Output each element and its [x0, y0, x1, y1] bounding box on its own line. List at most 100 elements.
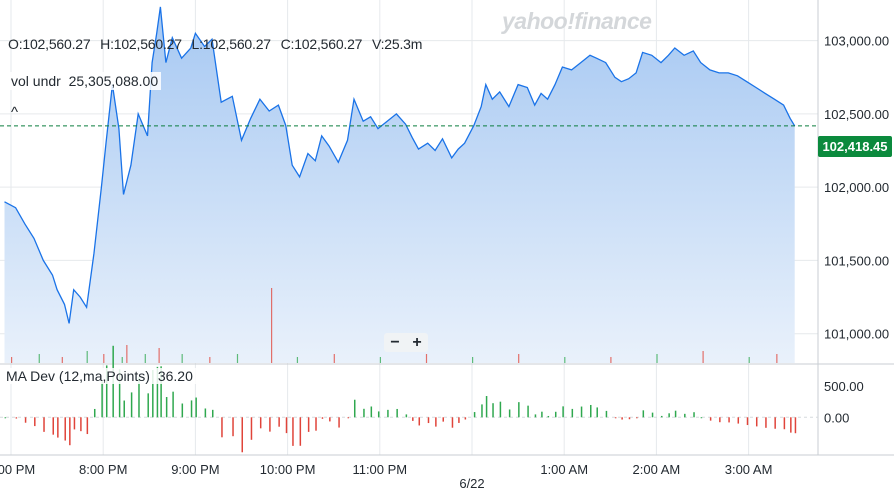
volume-bar: [518, 354, 520, 363]
indicator-bar: [172, 391, 174, 418]
indicator-bar: [15, 417, 18, 419]
indicator-bar: [338, 417, 340, 428]
indicator-bar: [43, 417, 45, 432]
indicator-bar: [534, 414, 537, 418]
indicator-bar: [299, 417, 302, 446]
indicator-bar: [684, 413, 686, 418]
indicator-bar: [4, 417, 7, 419]
indicator-bar: [571, 408, 574, 418]
volume-bar: [425, 354, 428, 363]
indicator-bar: [508, 409, 511, 418]
indicator-bar: [719, 417, 721, 423]
zoom-in-button[interactable]: +: [412, 334, 422, 351]
indicator-bar: [69, 417, 71, 446]
volume-bar: [86, 351, 88, 363]
zoom-out-button[interactable]: −: [390, 334, 400, 351]
indicator-bar: [547, 415, 550, 418]
price-area: [4, 6, 795, 364]
volume-legend: vol undr 25,305,088.00: [8, 72, 162, 90]
indicator-bar: [693, 412, 695, 418]
x-tick-label: 2:00 AM: [633, 462, 681, 477]
indicator-bar: [562, 406, 564, 418]
indicator-bar: [34, 417, 36, 427]
volume-bar: [181, 354, 183, 363]
indicator-bar: [147, 393, 149, 418]
indicator-legend: MA Dev (12,ma,Points) 36.20: [4, 368, 199, 384]
indicator-bar: [160, 366, 162, 418]
indicator-bar: [24, 417, 27, 423]
indicator-bar: [347, 417, 350, 419]
volume-bar: [209, 357, 211, 363]
indicator-bar: [590, 404, 592, 418]
indicator-bar: [605, 410, 608, 418]
x-tick-label: 3:00 AM: [725, 462, 773, 477]
y-tick-label: 101,500.00: [824, 253, 889, 268]
indicator-bar: [418, 417, 421, 426]
indicator-bar: [458, 417, 460, 423]
indicator-bar: [737, 417, 740, 424]
indicator-bar: [123, 400, 125, 418]
x-tick-label: 8:00 PM: [79, 462, 127, 477]
x-date-label: 6/22: [459, 476, 484, 491]
indicator-bar: [195, 397, 197, 418]
x-tick-label: 11:00 PM: [352, 462, 407, 477]
volume-bar: [748, 357, 750, 363]
indicator-bar: [755, 417, 758, 427]
volume-bar: [271, 288, 273, 363]
open-value: O:102,560.27: [8, 36, 91, 52]
volume-bar: [11, 357, 13, 363]
volume-bar: [379, 357, 381, 363]
indicator-bar: [464, 417, 467, 420]
x-tick-label: 9:00 PM: [171, 462, 219, 477]
volume-bar: [564, 357, 566, 363]
indicator-bar: [541, 411, 543, 418]
volume-bar: [61, 357, 63, 363]
indicator-bar: [674, 410, 677, 418]
x-tick-label: 10:00 PM: [260, 462, 316, 477]
indicator-bar: [527, 405, 529, 418]
indicator-bar: [765, 417, 767, 428]
indicator-tick-label: 500.00: [824, 379, 864, 394]
y-tick-label: 102,500.00: [824, 107, 889, 122]
y-tick-label: 102,000.00: [824, 180, 889, 195]
yahoo-finance-logo: yahoo!finance: [502, 8, 652, 34]
volume-bar: [656, 354, 658, 363]
indicator-bar: [728, 417, 730, 423]
indicator-bar: [93, 408, 96, 418]
volume-bar: [236, 354, 239, 363]
indicator-bar: [204, 408, 207, 418]
indicator-bar: [642, 410, 645, 418]
indicator-bar: [709, 417, 712, 421]
indicator-bar: [651, 412, 654, 418]
indicator-bar: [285, 417, 288, 434]
indicator-label: MA Dev (12,ma,Points): [6, 368, 150, 384]
indicator-bar: [57, 417, 59, 438]
indicator-bar: [412, 417, 414, 421]
indicator-bar: [442, 417, 444, 422]
indicator-bar: [259, 417, 262, 429]
indicator-bar: [485, 396, 488, 418]
zoom-controls: − +: [384, 333, 428, 352]
volume-number: 25,305,088.00: [68, 73, 159, 89]
collapse-legend-chevron-up-icon[interactable]: ^: [11, 104, 19, 121]
indicator-bar: [101, 381, 103, 418]
indicator-value: 36.20: [157, 368, 193, 384]
indicator-bar: [138, 377, 140, 418]
last-price-tag: 102,418.45: [818, 136, 892, 157]
price-line: [4, 6, 796, 324]
indicator-bar: [315, 417, 317, 431]
indicator-bar: [387, 409, 389, 418]
indicator-bar: [794, 417, 797, 434]
indicator-bar: [396, 408, 398, 418]
indicator-bar: [554, 411, 557, 418]
indicator-bar: [774, 417, 776, 429]
indicator-bar: [668, 413, 670, 418]
indicator-bar: [451, 417, 454, 428]
volume-bar: [38, 354, 40, 363]
indicator-bar: [621, 417, 623, 420]
indicator-bar: [790, 417, 792, 433]
indicator-bar: [152, 370, 154, 418]
indicator-bar: [783, 417, 786, 430]
